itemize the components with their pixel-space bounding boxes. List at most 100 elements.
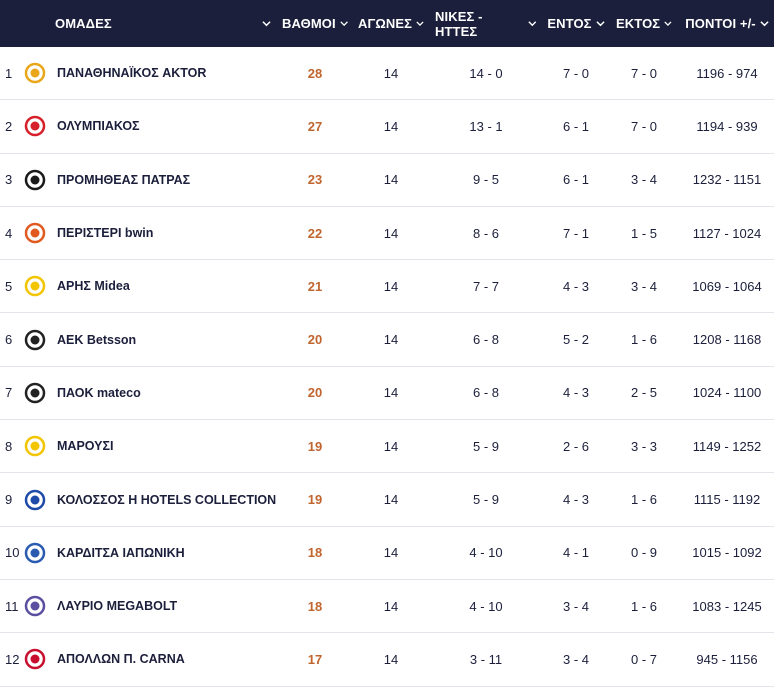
team-wins-losses: 4 - 10 bbox=[469, 598, 503, 614]
table-row[interactable]: 9 ΚΟΛΟΣΣΟΣ H HOTELS COLLECTION 19 14 5 -… bbox=[0, 473, 774, 527]
chevron-down-icon bbox=[416, 21, 424, 26]
team-logo bbox=[22, 47, 48, 99]
team-logo bbox=[22, 207, 48, 259]
chevron-down-icon bbox=[340, 21, 348, 27]
chevron-down-icon bbox=[595, 21, 605, 27]
team-points: 19 bbox=[307, 438, 323, 454]
team-wins-losses: 5 - 9 bbox=[472, 438, 499, 454]
table-row[interactable]: 10 ΚΑΡΔΙΤΣΑ ΙΑΠΩΝΙΚΗ 18 14 4 - 10 4 - 1 … bbox=[0, 527, 774, 580]
table-row[interactable]: 4 ΠΕΡΙΣΤΕΡΙ bwin 22 14 8 - 6 7 - 1 1 - 5… bbox=[0, 207, 774, 261]
team-points-diff: 1024 - 1100 bbox=[692, 385, 762, 401]
team-home-record: 4 - 3 bbox=[562, 385, 589, 401]
team-name[interactable]: ΑΡΗΣ Midea bbox=[57, 279, 130, 294]
team-points: 21 bbox=[307, 278, 323, 294]
aek-logo-icon bbox=[24, 329, 46, 350]
team-away-record: 1 - 6 bbox=[630, 332, 657, 348]
team-away-record: 7 - 0 bbox=[630, 118, 657, 134]
header-points-diff-label: ΠΟΝΤΟΙ +/- bbox=[685, 16, 756, 31]
position: 9 bbox=[5, 492, 13, 508]
team-games: 14 bbox=[383, 225, 399, 241]
team-games: 14 bbox=[383, 598, 399, 614]
team-home-record: 3 - 4 bbox=[562, 651, 589, 667]
table-row[interactable]: 8 ΜΑΡΟΥΣΙ 19 14 5 - 9 2 - 6 3 - 3 1149 -… bbox=[0, 420, 774, 474]
table-row[interactable]: 12 ΑΠΟΛΛΩΝ Π. CARNA 17 14 3 - 11 3 - 4 0… bbox=[0, 633, 774, 687]
team-points-diff: 1127 - 1024 bbox=[692, 225, 762, 241]
team-wins-losses: 3 - 11 bbox=[469, 651, 503, 667]
sort-wins-losses-header[interactable]: ΝΙΚΕΣ - ΗΤΤΕΣ bbox=[435, 0, 537, 47]
sort-teams-header[interactable]: ΟΜΑΔΕΣ bbox=[55, 0, 275, 47]
team-away-record: 3 - 4 bbox=[630, 278, 657, 294]
team-wins-losses: 14 - 0 bbox=[469, 65, 503, 81]
sort-games-header[interactable]: ΑΓΩΝΕΣ bbox=[358, 0, 424, 47]
table-row[interactable]: 1 ΠΑΝΑΘΗΝΑΪΚΟΣ AKTOR 28 14 14 - 0 7 - 0 … bbox=[0, 47, 774, 101]
table-row[interactable]: 6 ΑΕΚ Betsson 20 14 6 - 8 5 - 2 1 - 6 12… bbox=[0, 313, 774, 367]
table-row[interactable]: 3 ΠΡΟΜΗΘΕΑΣ ΠΑΤΡΑΣ 23 14 9 - 5 6 - 1 3 -… bbox=[0, 154, 774, 207]
position: 5 bbox=[5, 278, 13, 294]
olympiacos-logo-icon bbox=[24, 116, 46, 137]
team-home-record: 6 - 1 bbox=[562, 172, 589, 188]
team-name[interactable]: ΠΕΡΙΣΤΕΡΙ bwin bbox=[57, 226, 154, 241]
team-home-record: 7 - 0 bbox=[562, 65, 589, 81]
team-points: 20 bbox=[307, 332, 323, 348]
team-away-record: 1 - 6 bbox=[630, 492, 657, 508]
team-wins-losses: 8 - 6 bbox=[472, 225, 499, 241]
team-name[interactable]: ΚΑΡΔΙΤΣΑ ΙΑΠΩΝΙΚΗ bbox=[57, 545, 185, 560]
team-games: 14 bbox=[383, 118, 399, 134]
team-games: 14 bbox=[383, 332, 399, 348]
sort-points-diff-header[interactable]: ΠΟΝΤΟΙ +/- bbox=[682, 0, 772, 47]
position: 8 bbox=[5, 438, 13, 454]
team-points: 18 bbox=[307, 598, 323, 614]
team-points: 27 bbox=[307, 118, 323, 134]
sort-away-header[interactable]: ΕΚΤΟΣ bbox=[616, 0, 672, 47]
team-logo bbox=[22, 367, 48, 419]
team-home-record: 4 - 1 bbox=[562, 545, 589, 561]
header-wins-losses-label: ΝΙΚΕΣ - ΗΤΤΕΣ bbox=[435, 8, 483, 39]
team-points-diff: 1015 - 1092 bbox=[692, 545, 762, 561]
team-logo bbox=[22, 313, 48, 365]
sort-home-header[interactable]: ΕΝΤΟΣ bbox=[547, 0, 605, 47]
team-home-record: 6 - 1 bbox=[562, 118, 589, 134]
position: 3 bbox=[5, 172, 13, 188]
paok-logo-icon bbox=[24, 382, 46, 404]
maroussi-logo-icon bbox=[24, 435, 46, 457]
position: 11 bbox=[5, 598, 19, 614]
team-wins-losses: 6 - 8 bbox=[472, 332, 499, 348]
team-home-record: 5 - 2 bbox=[562, 332, 589, 348]
team-wins-losses: 6 - 8 bbox=[472, 385, 499, 401]
team-logo bbox=[22, 527, 48, 579]
peristeri-logo-icon bbox=[24, 222, 46, 244]
table-row[interactable]: 5 ΑΡΗΣ Midea 21 14 7 - 7 4 - 3 3 - 4 106… bbox=[0, 260, 774, 314]
team-points-diff: 1194 - 939 bbox=[696, 118, 758, 134]
team-games: 14 bbox=[383, 65, 399, 81]
team-points-diff: 1083 - 1245 bbox=[692, 598, 762, 614]
team-home-record: 4 - 3 bbox=[562, 492, 589, 508]
team-away-record: 3 - 4 bbox=[630, 172, 657, 188]
team-name[interactable]: ΛΑΥΡΙΟ MEGABOLT bbox=[57, 599, 178, 614]
table-row[interactable]: 11 ΛΑΥΡΙΟ MEGABOLT 18 14 4 - 10 3 - 4 1 … bbox=[0, 580, 774, 634]
team-name[interactable]: ΠΑΝΑΘΗΝΑΪΚΟΣ AKTOR bbox=[57, 66, 207, 81]
team-points-diff: 1149 - 1252 bbox=[692, 438, 762, 454]
team-points-diff: 1232 - 1151 bbox=[692, 172, 762, 188]
team-name[interactable]: ΠΑΟΚ mateco bbox=[57, 385, 141, 400]
promitheas-logo-icon bbox=[24, 169, 46, 190]
team-wins-losses: 4 - 10 bbox=[469, 545, 503, 561]
team-name[interactable]: ΠΡΟΜΗΘΕΑΣ ΠΑΤΡΑΣ bbox=[57, 172, 191, 187]
team-away-record: 0 - 9 bbox=[630, 545, 657, 561]
team-name[interactable]: ΚΟΛΟΣΣΟΣ H HOTELS COLLECTION bbox=[57, 492, 277, 507]
table-row[interactable]: 2 ΟΛΥΜΠΙΑΚΟΣ 27 14 13 - 1 6 - 1 7 - 0 11… bbox=[0, 100, 774, 154]
kolossos-logo-icon bbox=[24, 489, 46, 510]
team-logo bbox=[22, 580, 48, 632]
team-name[interactable]: ΑΕΚ Betsson bbox=[57, 332, 137, 347]
table-body: 1 ΠΑΝΑΘΗΝΑΪΚΟΣ AKTOR 28 14 14 - 0 7 - 0 … bbox=[0, 47, 774, 687]
lavrio-logo-icon bbox=[24, 595, 46, 617]
table-row[interactable]: 7 ΠΑΟΚ mateco 20 14 6 - 8 4 - 3 2 - 5 10… bbox=[0, 367, 774, 421]
table-header: ΟΜΑΔΕΣ ΒΑΘΜΟΙ ΑΓΩΝΕΣ ΝΙΚΕΣ - ΗΤΤΕΣ ΕΝΤΟΣ… bbox=[0, 0, 774, 47]
team-points-diff: 1196 - 974 bbox=[696, 65, 758, 81]
team-name[interactable]: ΑΠΟΛΛΩΝ Π. CARNA bbox=[57, 652, 185, 667]
team-logo bbox=[22, 260, 48, 312]
chevron-down-icon bbox=[262, 21, 271, 27]
team-points: 28 bbox=[307, 65, 323, 81]
sort-points-header[interactable]: ΒΑΘΜΟΙ bbox=[282, 0, 348, 47]
team-name[interactable]: ΜΑΡΟΥΣΙ bbox=[57, 439, 114, 454]
team-name[interactable]: ΟΛΥΜΠΙΑΚΟΣ bbox=[57, 119, 140, 134]
